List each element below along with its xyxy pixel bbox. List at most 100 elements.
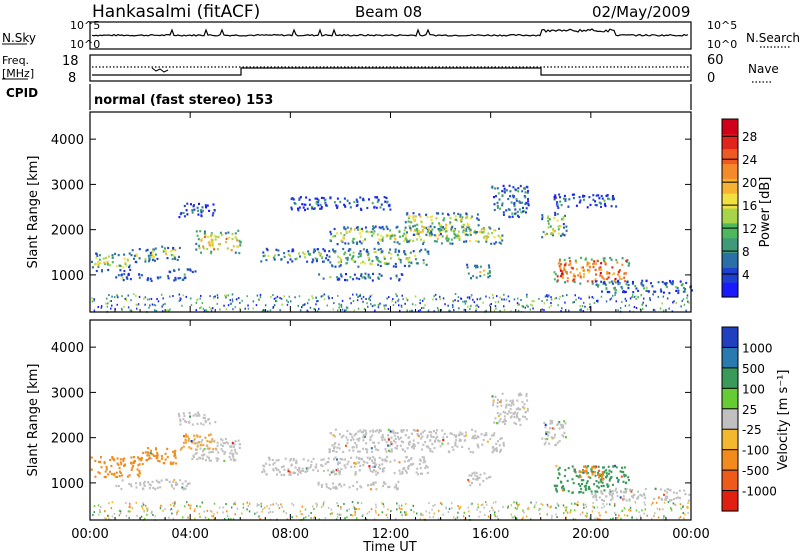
power-echo-cell (435, 240, 438, 243)
velocity-colorbar-segment (722, 470, 738, 492)
power-echo-cell (241, 299, 243, 302)
power-echo-cell (166, 309, 168, 312)
power-echo-cell (419, 215, 422, 218)
velocity-echo-cell (461, 445, 464, 448)
power-echo-cell (320, 207, 323, 210)
velocity-echo-cell (674, 503, 676, 506)
power-echo-cell (333, 302, 335, 305)
power-echo-cell (147, 254, 150, 257)
power-echo-cell (563, 226, 565, 229)
power-echo-cell (210, 238, 213, 241)
power-echo-cell (323, 293, 326, 296)
power-echo-cell (252, 300, 255, 303)
nsky-tick-top: 10^5 (70, 19, 100, 32)
velocity-echo-cell (585, 505, 588, 508)
power-echo-cell (111, 295, 113, 298)
power-echo-cell (507, 295, 510, 298)
power-echo-cell (374, 309, 376, 312)
power-echo-cell (379, 260, 382, 263)
velocity-echo-cell (521, 415, 524, 418)
power-echo-cell (368, 258, 371, 261)
power-echo-cell (627, 284, 630, 287)
power-echo-cell (517, 190, 520, 193)
power-echo-cell (488, 270, 491, 273)
velocity-echo-cell (133, 456, 135, 459)
power-echo-cell (666, 285, 668, 289)
power-echo-cell (450, 238, 453, 241)
velocity-echo-cell (518, 503, 521, 506)
velocity-echo-cell (357, 430, 360, 433)
power-echo-cell (280, 258, 283, 261)
power-echo-cell (193, 208, 196, 211)
power-echo-cell (512, 196, 515, 199)
velocity-echo-cell (432, 516, 435, 519)
power-echo-cell (287, 250, 290, 253)
power-echo-cell (283, 252, 286, 255)
velocity-echo-cell (207, 418, 210, 421)
velocity-echo-cell (578, 470, 581, 473)
velocity-echo-cell (227, 442, 230, 445)
velocity-echo-cell (558, 427, 561, 430)
velocity-echo-cell (543, 443, 546, 446)
power-echo-cell (487, 235, 490, 238)
power-echo-cell (654, 290, 657, 293)
power-echo-cell (93, 309, 96, 312)
velocity-echo-cell (420, 448, 423, 451)
power-echo-cell (170, 250, 173, 253)
power-echo-cell (376, 196, 379, 199)
velocity-echo-cell (579, 491, 581, 494)
velocity-echo-cell (164, 458, 167, 461)
power-echo-cell (614, 294, 616, 297)
power-echo-cell (408, 220, 411, 224)
power-echo-cell (469, 233, 472, 237)
power-echo-cell (280, 297, 283, 300)
power-echo-cell (190, 203, 192, 206)
velocity-echo-cell (637, 495, 640, 498)
power-echo-cell (135, 254, 138, 257)
velocity-echo-cell (213, 517, 216, 520)
power-echo-cell (527, 204, 530, 207)
velocity-echo-cell (233, 459, 235, 462)
power-echo-cell (483, 235, 486, 238)
power-echo-cell (416, 238, 419, 241)
velocity-echo-cell (374, 481, 377, 484)
power-echo-cell (608, 272, 611, 275)
velocity-echo-cell (588, 517, 591, 520)
velocity-echo-cell (468, 510, 470, 513)
power-echo-cell (225, 294, 228, 297)
velocity-echo-cell (596, 490, 599, 493)
power-echo-cell (586, 308, 589, 311)
power-echo-cell (623, 272, 626, 275)
power-echo-cell (383, 196, 386, 199)
power-echo-cell (469, 308, 471, 311)
power-echo-cell (422, 262, 425, 265)
power-echo-cell (510, 310, 512, 313)
power-echo-cell (316, 300, 318, 303)
power-echo-cell (353, 273, 356, 276)
power-echo-cell (209, 244, 212, 247)
velocity-echo-cell (179, 479, 182, 482)
power-echo-cell (273, 254, 276, 257)
velocity-echo-cell (182, 445, 185, 448)
velocity-echo-cell (667, 501, 670, 504)
y-tick-label: 2000 (51, 432, 84, 447)
power-echo-cell (361, 260, 364, 263)
power-echo-cell (302, 304, 304, 307)
velocity-echo-cell (396, 444, 399, 447)
power-echo-cell (594, 268, 597, 271)
velocity-echo-cell (199, 447, 202, 450)
velocity-echo-cell (575, 503, 578, 506)
velocity-echo-cell (183, 435, 185, 438)
velocity-echo-cell (391, 450, 394, 453)
velocity-echo-cell (592, 501, 594, 504)
power-echo-cell (416, 262, 419, 265)
power-echo-cell (435, 234, 437, 237)
power-echo-cell (395, 274, 398, 277)
velocity-echo-cell (441, 503, 443, 506)
velocity-echo-cell (523, 511, 525, 514)
power-echo-cell (343, 226, 346, 229)
power-echo-cell (449, 242, 452, 245)
power-echo-cell (685, 281, 688, 284)
power-echo-cell (200, 251, 203, 254)
power-echo-cell (414, 224, 417, 227)
